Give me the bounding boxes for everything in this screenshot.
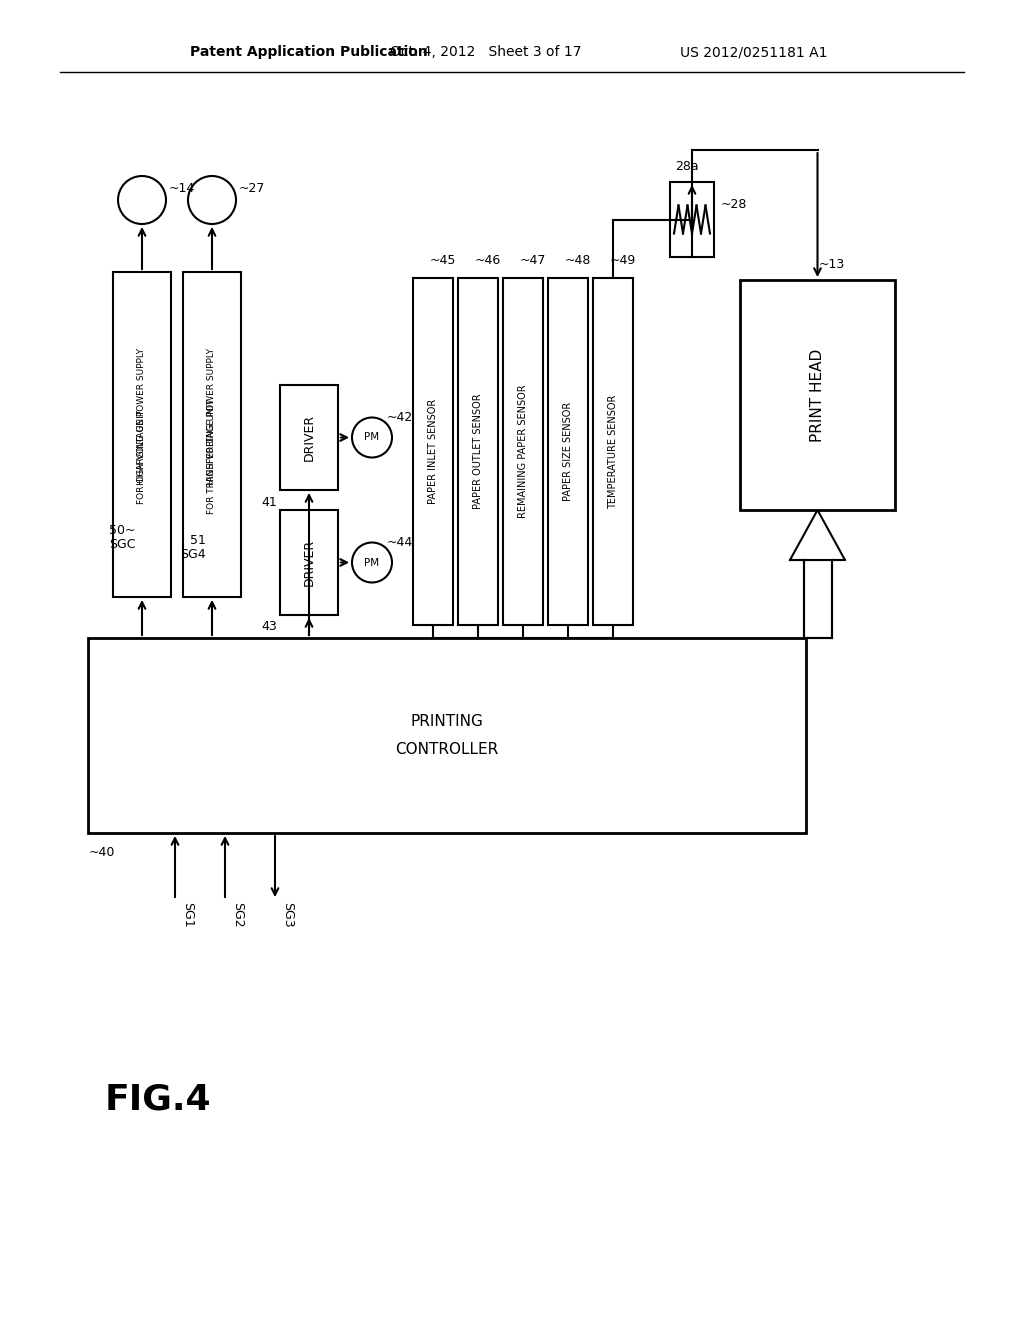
- Text: HIGH VOLTAGE POWER SUPPLY: HIGH VOLTAGE POWER SUPPLY: [137, 348, 146, 484]
- Text: HIGH VOLTAGE POWER SUPPLY: HIGH VOLTAGE POWER SUPPLY: [208, 348, 216, 484]
- Text: ~47: ~47: [520, 253, 546, 267]
- Bar: [740, 280, 895, 510]
- Text: SG3: SG3: [281, 902, 294, 928]
- Polygon shape: [790, 510, 845, 560]
- Text: PRINTING: PRINTING: [411, 714, 483, 729]
- Text: REMAINING PAPER SENSOR: REMAINING PAPER SENSOR: [518, 384, 528, 519]
- Text: US 2012/0251181 A1: US 2012/0251181 A1: [680, 45, 827, 59]
- Text: SG1: SG1: [181, 902, 194, 928]
- Bar: [88, 638, 806, 833]
- Text: PAPER SIZE SENSOR: PAPER SIZE SENSOR: [563, 401, 573, 502]
- Text: 51: 51: [190, 533, 206, 546]
- Text: ~40: ~40: [89, 846, 116, 858]
- Text: ~49: ~49: [610, 253, 636, 267]
- Text: 50~: 50~: [110, 524, 136, 536]
- Bar: [413, 279, 453, 624]
- Text: ~13: ~13: [818, 259, 845, 272]
- Bar: [280, 385, 338, 490]
- Text: FOR TRANSFERRING UNIT: FOR TRANSFERRING UNIT: [208, 399, 216, 513]
- Bar: [804, 560, 831, 638]
- Text: ~48: ~48: [565, 253, 591, 267]
- Text: ~27: ~27: [239, 181, 265, 194]
- Text: PAPER INLET SENSOR: PAPER INLET SENSOR: [428, 399, 438, 504]
- Text: PM: PM: [365, 557, 380, 568]
- Text: CONTROLLER: CONTROLLER: [395, 742, 499, 756]
- Bar: [183, 272, 241, 597]
- Text: PM: PM: [365, 433, 380, 442]
- Text: SG2: SG2: [231, 902, 244, 928]
- Text: PAPER OUTLET SENSOR: PAPER OUTLET SENSOR: [473, 393, 483, 510]
- Text: ~14: ~14: [169, 181, 196, 194]
- Bar: [503, 279, 543, 624]
- Text: Oct. 4, 2012   Sheet 3 of 17: Oct. 4, 2012 Sheet 3 of 17: [390, 45, 582, 59]
- Text: DRIVER: DRIVER: [302, 414, 315, 461]
- Text: FOR CHARGING UNIT: FOR CHARGING UNIT: [137, 409, 146, 503]
- Text: ~28: ~28: [721, 198, 748, 211]
- Text: Patent Application Publication: Patent Application Publication: [190, 45, 428, 59]
- Text: ~45: ~45: [430, 253, 456, 267]
- Text: 41: 41: [261, 495, 278, 508]
- Text: PRINT HEAD: PRINT HEAD: [810, 348, 825, 442]
- Text: 43: 43: [261, 620, 278, 634]
- Text: ~42: ~42: [387, 411, 413, 424]
- Bar: [670, 182, 714, 257]
- Bar: [458, 279, 498, 624]
- Bar: [280, 510, 338, 615]
- Text: FIG.4: FIG.4: [105, 1082, 212, 1117]
- Text: ~46: ~46: [475, 253, 501, 267]
- Bar: [548, 279, 588, 624]
- Text: SG4: SG4: [180, 549, 206, 561]
- Bar: [113, 272, 171, 597]
- Text: TEMPERATURE SENSOR: TEMPERATURE SENSOR: [608, 395, 618, 508]
- Text: ~44: ~44: [387, 536, 413, 549]
- Bar: [593, 279, 633, 624]
- Text: DRIVER: DRIVER: [302, 539, 315, 586]
- Text: SGC: SGC: [110, 539, 136, 552]
- Text: 28a: 28a: [675, 160, 698, 173]
